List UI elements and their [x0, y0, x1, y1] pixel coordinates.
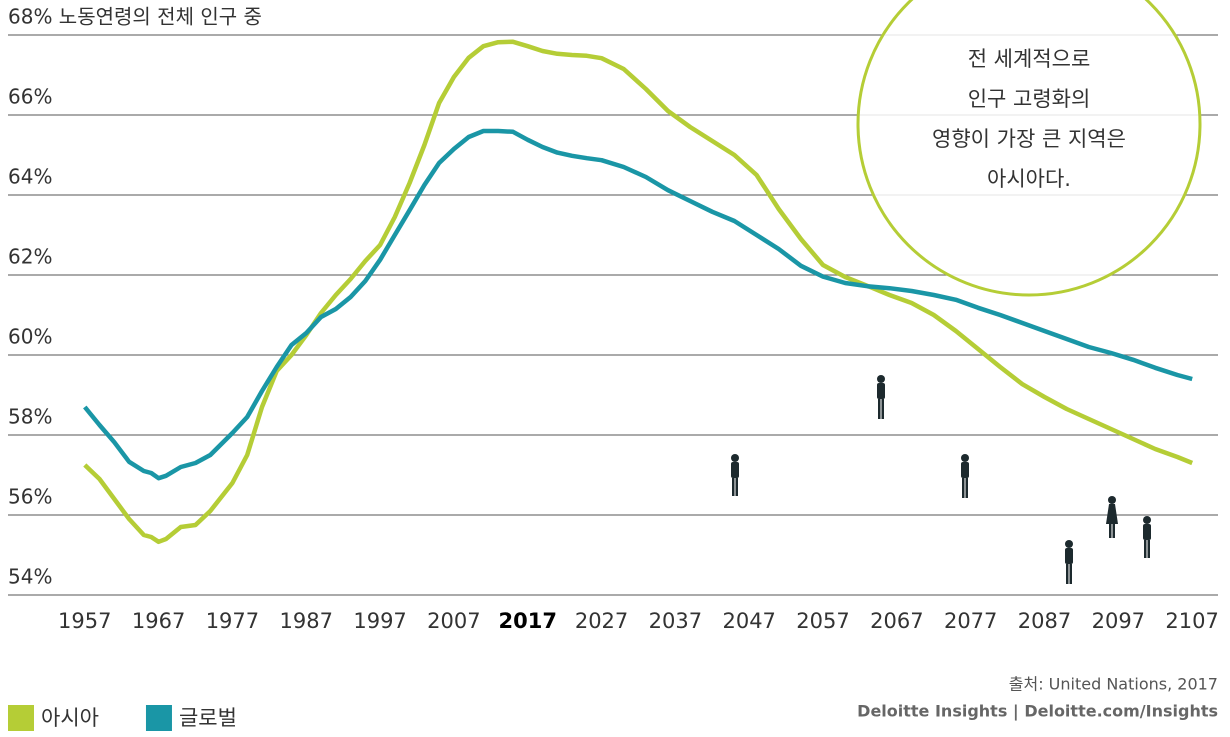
x-tick-label: 2077 [944, 609, 997, 633]
series-line [83, 39, 1194, 545]
annotation-line: 영향이 가장 큰 지역은 [932, 127, 1126, 151]
legend: 아시아 글로벌 [8, 705, 237, 731]
y-tick-label: 58% [8, 405, 52, 429]
x-tick-label: 1997 [353, 609, 406, 633]
annotation-line: 인구 고령화의 [968, 87, 1091, 111]
annotation-line: 전 세계적으로 [968, 47, 1091, 71]
x-tick-label: 2097 [1092, 609, 1145, 633]
y-tick-label: 66% [8, 85, 52, 109]
x-tick-label: 1977 [206, 609, 259, 633]
y-tick-label: 54% [8, 565, 52, 589]
x-tick-label: 2027 [575, 609, 628, 633]
x-tick-label: 1957 [58, 609, 111, 633]
people-figures [731, 375, 1151, 584]
y-tick-label: 68% 노동연령의 전체 인구 중 [8, 5, 262, 29]
legend-swatch [8, 705, 34, 731]
y-tick-label: 62% [8, 245, 52, 269]
x-tick-label: 2107 [1165, 609, 1218, 633]
source: 출처: United Nations, 2017 [1009, 675, 1218, 694]
y-tick-label: 56% [8, 485, 52, 509]
series-line [83, 128, 1193, 481]
x-tick-label: 2057 [796, 609, 849, 633]
legend-label: 글로벌 [179, 706, 237, 730]
x-tick-label: 1987 [280, 609, 333, 633]
x-tick-label: 2067 [870, 609, 923, 633]
annotation-line: 아시아다. [987, 167, 1071, 191]
credit: Deloitte Insights | Deloitte.com/Insight… [857, 702, 1218, 722]
x-tick-label: 2017 [499, 609, 557, 633]
x-tick-label: 2037 [649, 609, 702, 633]
legend-label: 아시아 [41, 706, 99, 730]
legend-swatch [145, 705, 172, 731]
annotation: 전 세계적으로 인구 고령화의 영향이 가장 큰 지역은 아시아다. [932, 47, 1126, 191]
y-tick-label: 60% [8, 325, 52, 349]
x-tick-label: 2087 [1018, 609, 1071, 633]
x-tick-label: 1967 [132, 609, 185, 633]
x-tick-label: 2007 [427, 609, 480, 633]
y-tick-label: 64% [8, 165, 52, 189]
x-tick-label: 2047 [722, 609, 775, 633]
annotation-circle [856, 0, 1202, 297]
